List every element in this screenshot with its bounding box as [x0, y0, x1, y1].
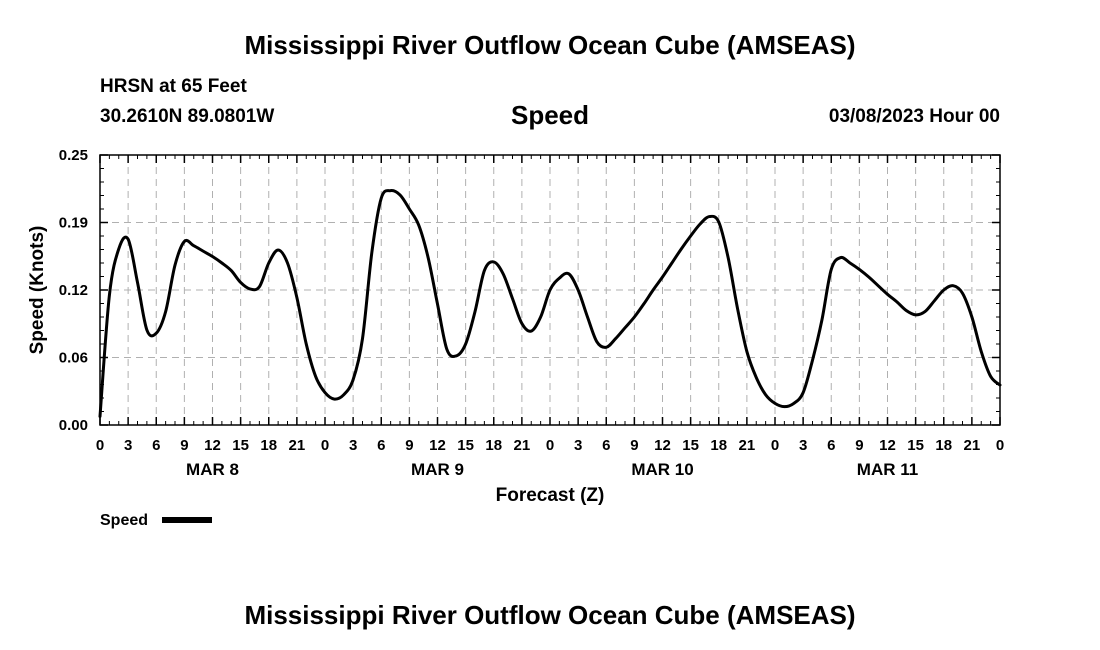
- day-label: MAR 9: [411, 460, 464, 479]
- x-tick-label: 3: [349, 437, 357, 454]
- legend-label: Speed: [100, 512, 148, 529]
- x-tick-label: 15: [232, 437, 249, 454]
- speed-series-line: [98, 189, 1002, 418]
- x-tick-label: 9: [405, 437, 413, 454]
- x-tick-label: 15: [907, 437, 924, 454]
- x-tick-label: 18: [485, 437, 502, 454]
- x-tick-label: 6: [827, 437, 835, 454]
- x-tick-label: 21: [964, 437, 981, 454]
- x-tick-label: 21: [289, 437, 306, 454]
- grid-lines: [100, 155, 1000, 425]
- x-tick-label: 9: [180, 437, 188, 454]
- x-tick-label: 18: [935, 437, 952, 454]
- x-tick-label: 0: [96, 437, 104, 454]
- axis-labels: 0 3 6 9 12 15 18 21 0 3 6 9 12 15 18 21 0 3 6 9 12 15 18 21 0 3 6 9…: [59, 147, 1004, 479]
- x-tick-label: 12: [654, 437, 671, 454]
- x-tick-label: 3: [124, 437, 132, 454]
- x-tick-label: 6: [152, 437, 160, 454]
- x-tick-label: 12: [879, 437, 896, 454]
- page-title-bottom: Mississippi River Outflow Ocean Cube (AM…: [244, 600, 856, 630]
- x-tick-label: 18: [260, 437, 277, 454]
- x-tick-label: 6: [377, 437, 385, 454]
- x-tick-label: 21: [514, 437, 531, 454]
- x-tick-label: 18: [710, 437, 727, 454]
- x-tick-label: 21: [739, 437, 756, 454]
- coordinates-label: 30.2610N 89.0801W: [100, 106, 275, 127]
- x-tick-label: 6: [602, 437, 610, 454]
- x-tick-label: 3: [574, 437, 582, 454]
- y-axis-title: Speed (Knots): [27, 226, 48, 355]
- chart-title: Speed: [510, 100, 590, 130]
- page-title: Mississippi River Outflow Ocean Cube (AM…: [244, 30, 856, 60]
- x-tick-label: 15: [457, 437, 474, 454]
- x-tick-label: 9: [855, 437, 863, 454]
- x-tick-label: 12: [429, 437, 446, 454]
- x-axis-title: Forecast (Z): [496, 485, 605, 506]
- x-tick-label: 15: [682, 437, 699, 454]
- station-label: HRSN at 65 Feet: [100, 76, 247, 97]
- axis-ticks: [99, 154, 1001, 426]
- x-tick-label: 9: [630, 437, 638, 454]
- forecast-datetime: 03/08/2023 Hour 00: [828, 106, 1000, 127]
- x-tick-label: 12: [204, 437, 221, 454]
- x-tick-label: 0: [771, 437, 779, 454]
- x-tick-label: 0: [546, 437, 554, 454]
- y-tick-label: 0.06: [59, 350, 88, 367]
- y-tick-label: 0.25: [59, 147, 88, 164]
- x-tick-label: 0: [996, 437, 1004, 454]
- day-label: MAR 8: [186, 460, 239, 479]
- legend-swatch: [162, 517, 212, 523]
- y-tick-label: 0.19: [59, 215, 88, 232]
- y-tick-label: 0.00: [59, 417, 88, 434]
- day-label: MAR 11: [857, 460, 918, 479]
- y-tick-label: 0.12: [59, 282, 88, 299]
- day-label: MAR 10: [631, 460, 693, 479]
- x-tick-label: 3: [799, 437, 807, 454]
- x-tick-label: 0: [321, 437, 329, 454]
